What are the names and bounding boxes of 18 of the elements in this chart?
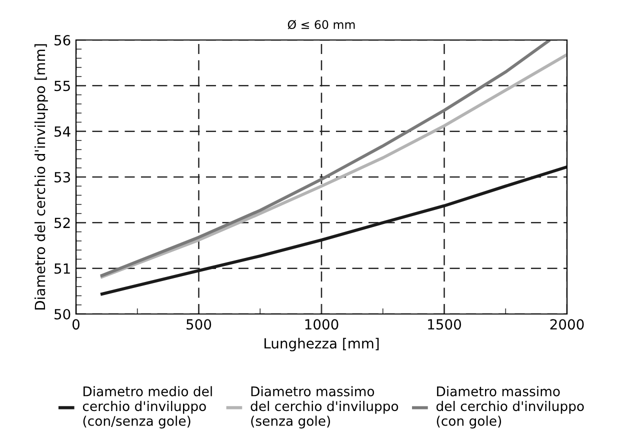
x-tick-label: 500 — [186, 319, 212, 330]
legend-label: Diametro medio del cerchio d'inviluppo (con/senza gole) — [82, 386, 212, 428]
y-tick-label: 51 — [54, 263, 70, 274]
y-tick-label: 54 — [54, 126, 70, 137]
y-axis-title: Diametro del cerchio d'inviluppo [mm] — [34, 44, 48, 310]
chart-title: Ø ≤ 60 mm — [288, 20, 355, 30]
x-tick-label: 1000 — [305, 319, 338, 330]
x-tick-label: 0 — [72, 319, 80, 330]
y-tick-label: 52 — [54, 218, 70, 228]
x-axis-title: Lunghezza [mm] — [264, 338, 379, 352]
y-tick-label: 53 — [54, 172, 70, 182]
y-tick-label: 56 — [54, 34, 70, 46]
legend-label: Diametro massimo del cerchio d'inviluppo (con gole) — [436, 386, 584, 428]
legend-label: Diametro massimo del cerchio d'inviluppo (senza gole) — [250, 386, 398, 428]
y-tick-label: 50 — [54, 308, 70, 320]
x-tick-label: 1500 — [428, 319, 461, 330]
y-tick-label: 55 — [54, 80, 70, 92]
x-tick-label: 2000 — [550, 319, 584, 330]
